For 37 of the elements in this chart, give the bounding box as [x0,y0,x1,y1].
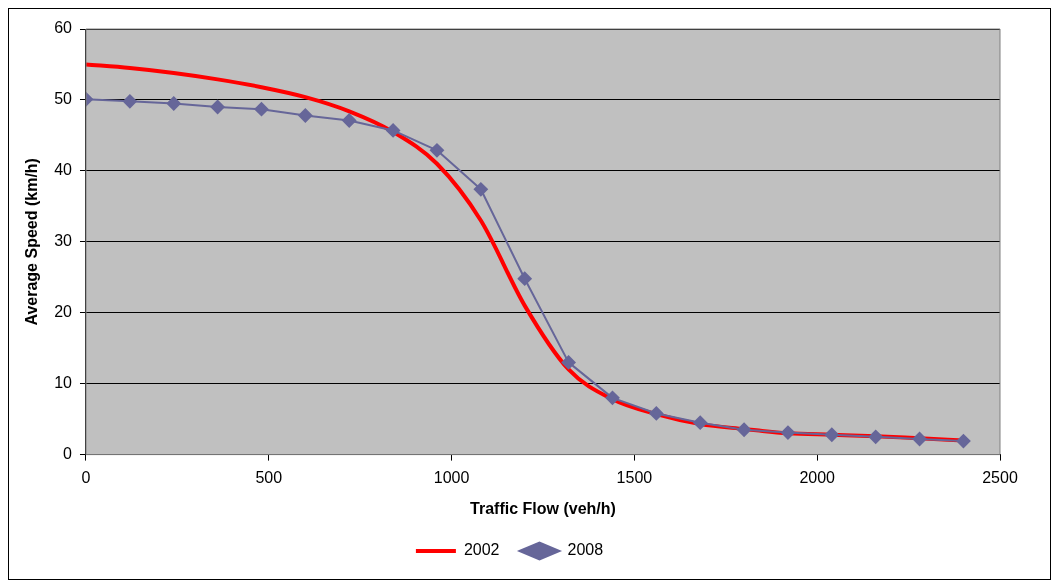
y-axis-title: Average Speed (km/h) [23,158,41,326]
point [386,123,401,138]
point [868,429,883,444]
x-tick-label: 500 [255,468,283,486]
point [561,355,576,370]
point [649,406,664,421]
x-tick-label: 0 [81,468,91,486]
point [737,422,752,437]
point [166,96,181,111]
point [956,434,971,449]
point [298,108,313,123]
y-tick-label: 50 [54,90,73,108]
legend-label: 2002 [463,541,500,559]
x-tick-label: 2500 [982,468,1018,486]
point [824,427,839,442]
point [122,94,137,109]
x-tick-label: 2000 [799,468,836,486]
x-axis-title: Traffic Flow (veh/h) [470,499,616,517]
point [429,143,444,158]
point [693,415,708,430]
y-tick-label: 40 [54,161,73,179]
y-tick-label: 0 [63,445,73,463]
point [254,102,269,117]
x-tick-label: 1500 [616,468,653,486]
point [780,425,795,440]
y-tick-label: 20 [54,303,73,321]
y-tick-label: 30 [54,232,73,250]
y-tick-label: 10 [54,374,73,392]
point [473,182,488,197]
point [912,432,927,446]
point [210,100,225,115]
y-tick-label: 60 [54,19,73,37]
point [605,390,620,405]
point [517,271,532,286]
legend-label: 2008 [567,541,604,559]
point [342,113,357,128]
x-tick-label: 1000 [433,468,470,486]
